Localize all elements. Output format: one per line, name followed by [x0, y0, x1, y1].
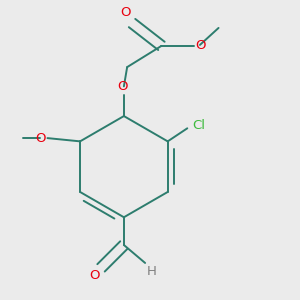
- Text: Cl: Cl: [192, 118, 205, 131]
- Text: O: O: [120, 6, 130, 19]
- Text: O: O: [89, 269, 99, 283]
- Text: O: O: [35, 132, 46, 145]
- Text: O: O: [118, 80, 128, 93]
- Text: H: H: [147, 265, 157, 278]
- Text: O: O: [195, 39, 206, 52]
